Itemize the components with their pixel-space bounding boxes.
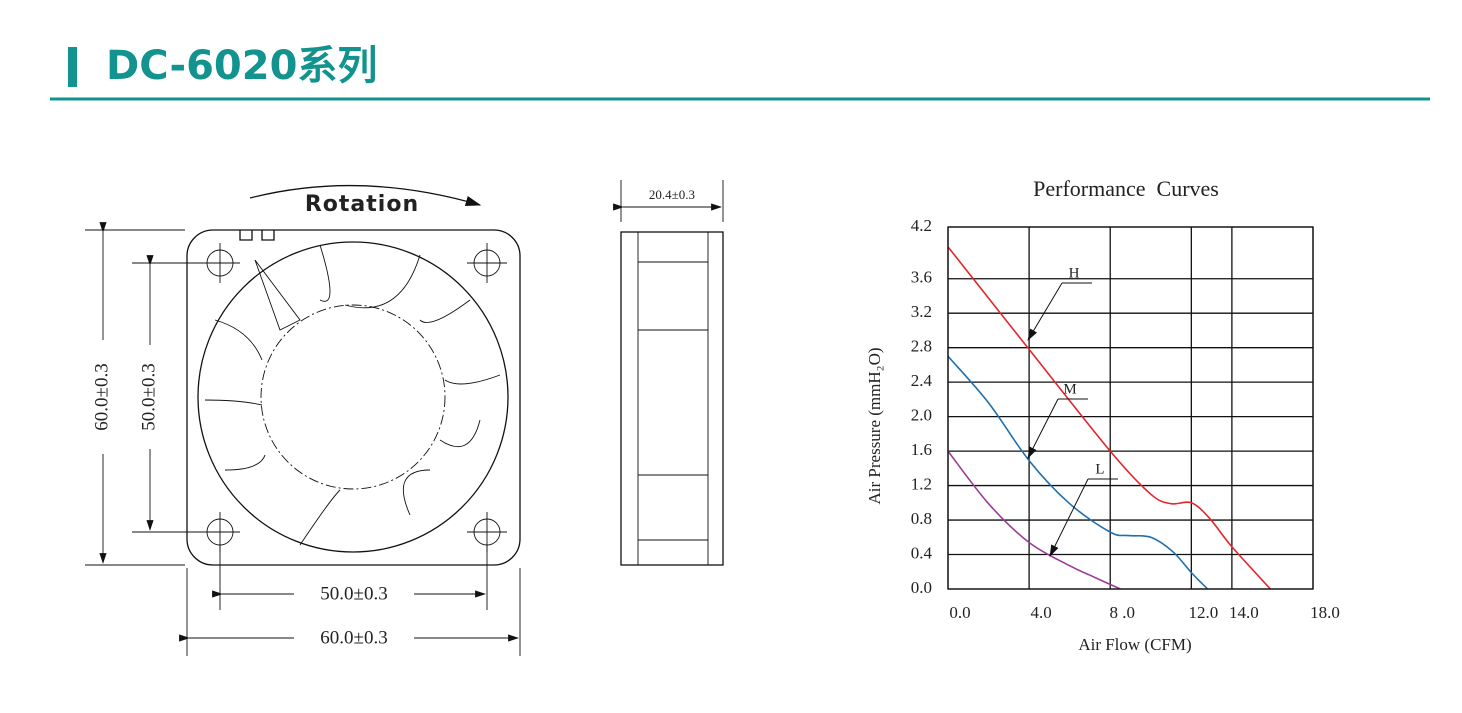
leader bbox=[1027, 398, 1059, 459]
x-tick-label: 14.0 bbox=[1229, 603, 1259, 622]
dim-depth: 20.4±0.3 bbox=[649, 187, 695, 202]
y-tick-label: 0.0 bbox=[911, 578, 932, 597]
y-tick-label: 2.4 bbox=[911, 371, 933, 390]
y-tick-label: 0.8 bbox=[911, 509, 932, 528]
title-bar bbox=[68, 47, 77, 87]
y-tick-label: 1.2 bbox=[911, 474, 932, 493]
leader bbox=[1027, 282, 1063, 341]
y-tick-label: 1.6 bbox=[911, 440, 932, 459]
fan-side-view: 20.4±0.3 bbox=[613, 180, 724, 566]
chart-title: Performance Curves bbox=[1033, 176, 1219, 201]
y-tick-label: 0.4 bbox=[911, 543, 933, 562]
dim-width: 60.0±0.3 bbox=[320, 627, 387, 648]
y-axis-label: Air Pressure (mmH₂O) bbox=[865, 347, 884, 504]
curve-label: M bbox=[1063, 381, 1076, 397]
curve-label: H bbox=[1069, 265, 1080, 281]
dim-hole-width: 50.0±0.3 bbox=[320, 583, 387, 604]
x-axis-label: Air Flow (CFM) bbox=[1078, 635, 1191, 654]
y-tick-label: 2.8 bbox=[911, 337, 932, 356]
x-tick-label: 12.0 bbox=[1188, 603, 1218, 622]
plot-frame bbox=[947, 226, 1314, 590]
curve bbox=[947, 355, 1209, 590]
y-tick-label: 2.0 bbox=[911, 406, 932, 425]
y-tick-label: 3.6 bbox=[911, 268, 932, 287]
x-tick-label: 18.0 bbox=[1310, 603, 1340, 622]
x-tick-label: 8 .0 bbox=[1109, 603, 1135, 622]
dim-height: 60.0±0.3 bbox=[91, 363, 112, 430]
y-tick-label: 4.2 bbox=[911, 216, 932, 235]
curve bbox=[947, 450, 1121, 590]
x-tick-label: 4.0 bbox=[1030, 603, 1051, 622]
x-tick-label: 0.0 bbox=[949, 603, 970, 622]
dim-hole-height: 50.0±0.3 bbox=[138, 363, 159, 430]
rotation-label: Rotation bbox=[305, 192, 419, 217]
fan-front-view: Rotation 60.0±0.3 50.0±0.3 50.0±0.3 60.0… bbox=[85, 184, 521, 656]
page-title: DC-6020系列 bbox=[106, 43, 377, 89]
curve bbox=[947, 246, 1272, 590]
curve-label: L bbox=[1095, 461, 1104, 477]
leader bbox=[1049, 478, 1089, 557]
y-tick-label: 3.2 bbox=[911, 302, 932, 321]
